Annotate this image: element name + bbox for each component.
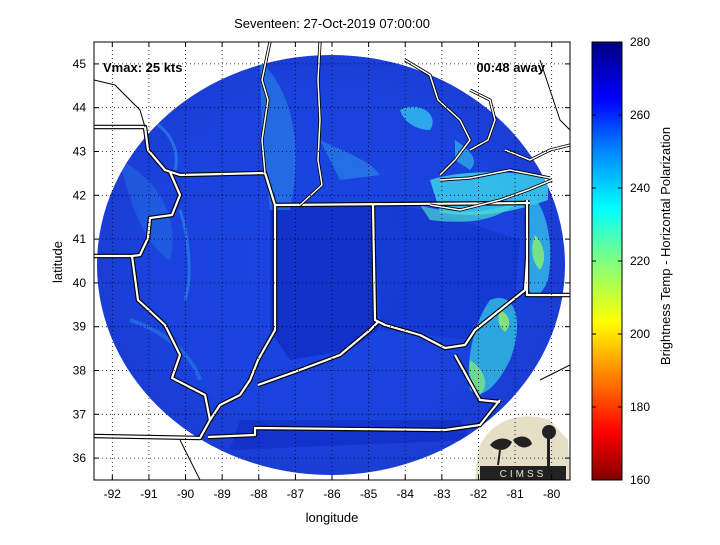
y-tick-label: 44 — [73, 101, 87, 115]
x-tick-label: -88 — [250, 487, 268, 501]
cimss-logo: CIMSS — [475, 416, 570, 480]
chart-title: Seventeen: 27-Oct-2019 07:00:00 — [234, 16, 430, 31]
grid-lines — [94, 42, 570, 480]
y-tick-label: 37 — [73, 407, 87, 421]
state-borders — [94, 124, 570, 441]
x-tick-label: -90 — [177, 487, 195, 501]
x-tick-label: -85 — [360, 487, 378, 501]
x-tick-label: -80 — [543, 487, 561, 501]
colorbar-tick-label: 200 — [630, 327, 650, 341]
colorbar-tick-label: 180 — [630, 400, 650, 414]
colorbar-label: Brightness Temp - Horizontal Polarizatio… — [658, 127, 673, 365]
colorbar-ticks: 280 260 240 220 200 180 160 — [592, 35, 650, 487]
x-axis-label: longitude — [306, 510, 359, 525]
coastlines — [94, 42, 570, 480]
x-tick-label: -92 — [104, 487, 122, 501]
colorbar — [591, 41, 623, 481]
logo-text: CIMSS — [500, 469, 547, 480]
colorbar-tick-label: 260 — [630, 108, 650, 122]
x-tick-label: -82 — [470, 487, 488, 501]
y-tick-label: 43 — [73, 145, 87, 159]
colorbar-tick-label: 160 — [630, 473, 650, 487]
x-tick-label: -89 — [213, 487, 231, 501]
y-axis-label: latitude — [50, 241, 65, 283]
axis-ticks: -92 -91 -90 -89 -88 -87 -86 -85 -84 -83 -82 -81 -80 3… — [73, 42, 570, 501]
y-tick-label: 42 — [73, 188, 87, 202]
x-tick-label: -87 — [287, 487, 305, 501]
x-tick-label: -81 — [506, 487, 524, 501]
x-tick-label: -91 — [140, 487, 158, 501]
y-tick-label: 39 — [73, 320, 87, 334]
time-offset-label: 00:48 away — [476, 60, 545, 75]
vmax-label: Vmax: 25 kts — [103, 60, 183, 75]
y-tick-label: 45 — [73, 57, 87, 71]
x-tick-label: -86 — [323, 487, 341, 501]
x-tick-label: -83 — [433, 487, 451, 501]
y-tick-label: 38 — [73, 364, 87, 378]
y-tick-label: 40 — [73, 276, 87, 290]
colorbar-tick-label: 240 — [630, 181, 650, 195]
y-tick-label: 36 — [73, 451, 87, 465]
x-tick-label: -84 — [397, 487, 415, 501]
y-tick-label: 41 — [73, 232, 87, 246]
colorbar-tick-label: 280 — [630, 35, 650, 49]
colorbar-tick-label: 220 — [630, 254, 650, 268]
brightness-swath — [97, 55, 565, 475]
